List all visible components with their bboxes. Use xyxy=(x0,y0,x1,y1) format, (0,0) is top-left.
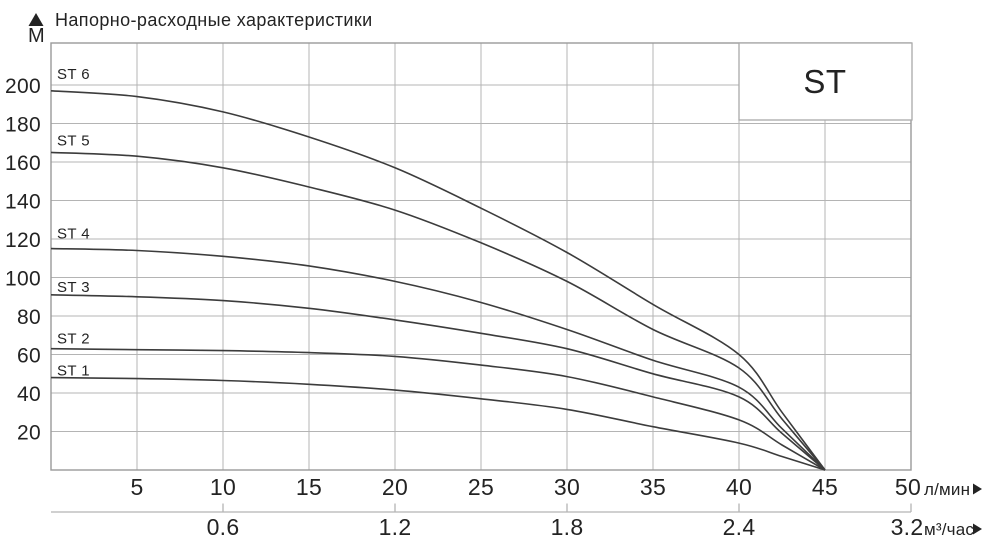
x-tick-label: 25 xyxy=(468,474,494,500)
secondary-x-tick-label: 2.4 xyxy=(723,514,756,540)
y-tick-label: 20 xyxy=(17,422,41,445)
y-tick-label: 140 xyxy=(5,191,41,214)
y-tick-label: 100 xyxy=(5,268,41,291)
right-arrow-icon xyxy=(973,483,982,495)
x-tick-label: 15 xyxy=(296,474,322,500)
secondary-x-tick-label: 1.2 xyxy=(379,514,412,540)
pump-curves xyxy=(50,90,826,471)
y-tick-label: 160 xyxy=(5,152,41,175)
y-tick-label: 180 xyxy=(5,114,41,137)
legend-box-frame xyxy=(738,42,913,121)
curve-label: ST 1 xyxy=(57,363,90,380)
x-axis-unit: л/мин xyxy=(924,480,970,499)
legend-label: ST xyxy=(803,63,846,100)
y-axis-tick-labels: 20 40 60 80 100 120 140 160 180 200 xyxy=(5,75,41,445)
plot-frame xyxy=(50,42,912,471)
y-tick-label: 80 xyxy=(17,306,41,329)
y-tick-label: 200 xyxy=(5,75,41,98)
right-arrow-icon xyxy=(973,523,982,535)
secondary-x-axis-unit: м³/час xyxy=(924,520,974,539)
secondary-x-axis: 0.6 1.2 1.8 2.4 3.2 xyxy=(51,503,924,540)
secondary-x-tick-label: 0.6 xyxy=(207,514,240,540)
x-tick-label: 40 xyxy=(726,474,752,500)
curve-st-4 xyxy=(50,247,826,471)
y-tick-label: 40 xyxy=(17,383,41,406)
grid xyxy=(51,43,911,470)
curve-label: ST 4 xyxy=(57,226,90,243)
x-tick-label: 35 xyxy=(640,474,666,500)
legend-box: ST xyxy=(738,42,913,121)
chart-title: Напорно-расходные характеристики xyxy=(55,10,373,30)
x-tick-label: 20 xyxy=(382,474,408,500)
y-tick-label: 120 xyxy=(5,229,41,252)
curve-st-5 xyxy=(50,151,826,471)
y-tick-label: 60 xyxy=(17,345,41,368)
x-tick-label: 50 xyxy=(895,474,921,500)
curve-label: ST 5 xyxy=(57,132,90,149)
x-axis-tick-labels: 5 10 15 20 25 30 35 40 45 50 xyxy=(130,474,921,500)
curve-label: ST 3 xyxy=(57,279,90,296)
curve-st-1 xyxy=(50,376,826,471)
x-tick-label: 30 xyxy=(554,474,580,500)
curve-labels: ST 6 ST 5 ST 4 ST 3 ST 2 ST 1 xyxy=(57,66,90,380)
curve-st-2 xyxy=(50,347,826,471)
curve-st-3 xyxy=(50,294,826,471)
y-axis-unit: М xyxy=(28,25,45,47)
x-tick-label: 5 xyxy=(130,474,143,500)
up-arrow-icon xyxy=(28,13,44,26)
curve-st-6 xyxy=(50,90,826,471)
secondary-x-tick-label: 1.8 xyxy=(551,514,584,540)
curve-label: ST 6 xyxy=(57,66,90,83)
x-tick-label: 45 xyxy=(812,474,838,500)
x-tick-label: 10 xyxy=(210,474,236,500)
secondary-x-tick-label: 3.2 xyxy=(891,514,924,540)
curve-label: ST 2 xyxy=(57,331,90,348)
